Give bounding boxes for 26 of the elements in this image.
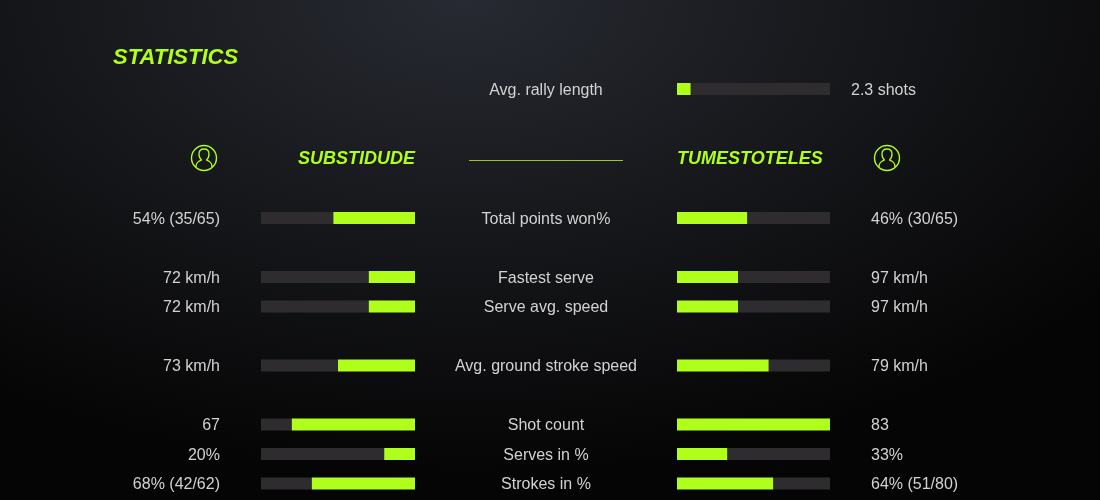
y-tick-label: Total points won% [481, 209, 611, 227]
text: TUMESTOTELES [677, 148, 823, 169]
y-tick-label: Strokes in % [501, 475, 591, 493]
text: 72 km/h [163, 268, 220, 286]
y-tick-label: Avg. ground stroke speed [454, 357, 638, 375]
text: 2.3 shots [851, 80, 916, 98]
text: 79 km/h [871, 357, 928, 375]
text: 73 km/h [163, 357, 220, 375]
text: 33% [871, 445, 904, 463]
text: 20% [187, 445, 220, 463]
y-tick-label: Avg. rally length [489, 80, 603, 98]
text: 64% (51/80) [871, 475, 959, 493]
text: 54% (35/65) [132, 209, 220, 227]
text: SUBSTIDUDE [297, 148, 416, 169]
chart-title: STATISTICS [113, 43, 239, 69]
text: 46% (30/65) [871, 209, 959, 227]
y-tick-label: Fastest serve [497, 268, 595, 286]
text: 68% (42/62) [132, 475, 220, 493]
text: 67 [202, 416, 221, 434]
y-tick-label: Serves in % [503, 445, 589, 463]
y-tick-label: Shot count [507, 416, 585, 434]
text: 72 km/h [163, 298, 220, 316]
text: 97 km/h [871, 298, 928, 316]
text: 83 [871, 416, 889, 434]
text: 97 km/h [871, 268, 928, 286]
y-tick-label: Serve avg. speed [483, 298, 609, 316]
